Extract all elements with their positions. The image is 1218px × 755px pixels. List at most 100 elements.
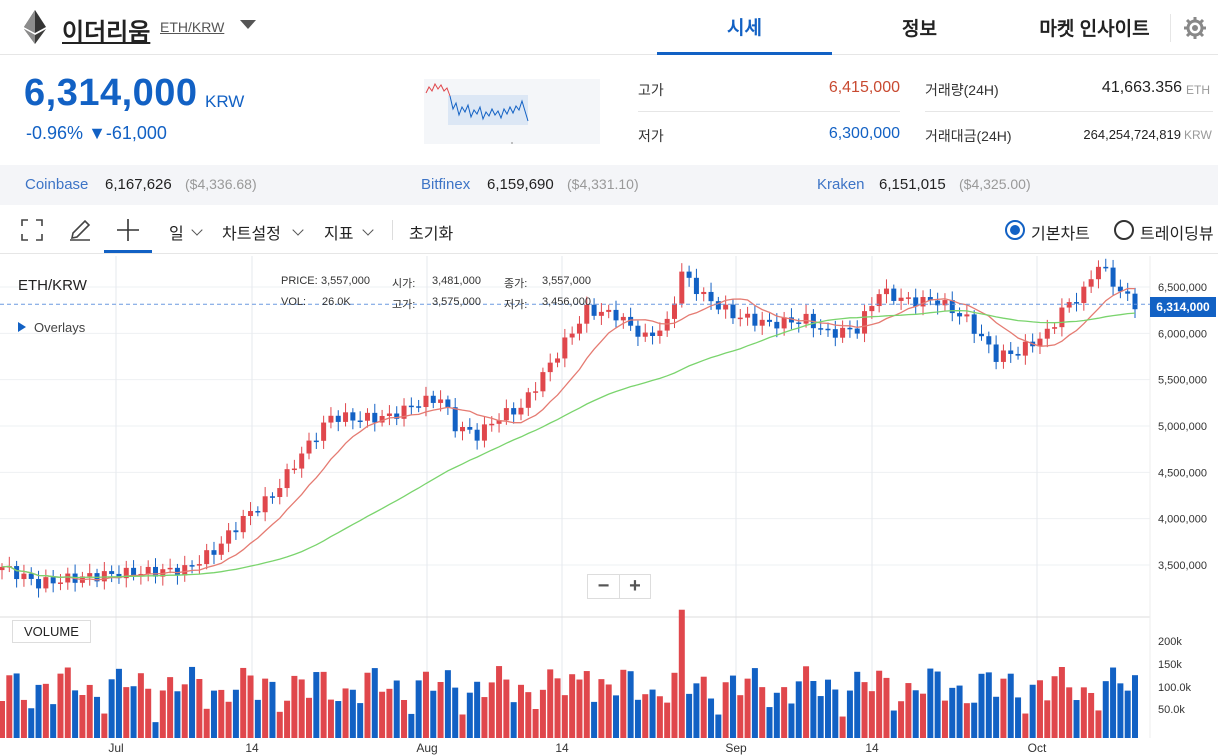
volume-bar [371, 668, 378, 738]
tab-info[interactable]: 정보 [832, 0, 1007, 55]
candle-body [372, 412, 378, 423]
volume-bar [525, 692, 532, 738]
x-tick-label: 14 [245, 741, 259, 755]
volume-bar [474, 681, 481, 738]
volume-bar [547, 669, 554, 738]
reset-button[interactable]: 초기화 [409, 226, 454, 243]
candle-body [1037, 338, 1043, 347]
volume-bar [210, 690, 217, 738]
pencil-icon[interactable] [68, 218, 92, 242]
candle-body [818, 328, 824, 330]
candle-body [131, 567, 137, 576]
zoom-in-button[interactable]: + [618, 575, 650, 598]
exchange-name[interactable]: Kraken [817, 176, 865, 193]
x-tick-label: Aug [416, 741, 437, 755]
volume-bar [218, 689, 225, 738]
candle-body [101, 571, 107, 582]
candle-body [328, 415, 334, 423]
candle-body [803, 313, 809, 324]
volume-bar [291, 675, 298, 738]
volume-bar [1073, 700, 1080, 738]
exchange-name[interactable]: Coinbase [25, 176, 89, 193]
candle-body [869, 306, 875, 312]
candle-body [555, 358, 561, 363]
candle-body [1000, 350, 1006, 362]
volume-bar [298, 679, 305, 738]
volume-bar [912, 690, 919, 738]
candle-body [423, 395, 429, 407]
candle-body [0, 566, 5, 571]
candle-body [942, 300, 948, 306]
candle-body [935, 300, 941, 306]
zoom-out-button[interactable]: − [597, 575, 610, 597]
volume-bar [1051, 676, 1058, 738]
pair-dropdown-caret-icon[interactable] [240, 20, 256, 29]
toolbar-divider [392, 220, 393, 240]
candle-body [737, 317, 743, 320]
exchange-price-bar [0, 165, 1218, 205]
volume-bar [1022, 713, 1029, 738]
volume-bar [444, 670, 451, 738]
exchange-name[interactable]: Bitfinex [421, 176, 471, 193]
candle-body [854, 328, 860, 334]
volume-bar [20, 699, 27, 738]
volume-bar [576, 679, 583, 738]
candle-body [759, 319, 765, 326]
volume-tick-label: 50.0k [1158, 704, 1185, 716]
candle-body [679, 271, 685, 304]
candle-body [635, 325, 641, 337]
volume-bar [803, 666, 810, 738]
candle-body [189, 565, 195, 567]
indicators-menu[interactable]: 지표 [324, 226, 354, 243]
volume-bar [276, 711, 283, 738]
volume-bar [64, 667, 71, 738]
volume-bar [876, 670, 883, 738]
interval-menu[interactable]: 일 [169, 226, 184, 243]
tab-market-insight[interactable]: 마켓 인사이트 [1007, 0, 1182, 55]
volume-bar [386, 688, 393, 738]
candle-body [1125, 291, 1131, 294]
volume-bar [642, 694, 649, 738]
volume-bar [108, 679, 115, 738]
volume-bar [232, 689, 239, 738]
coin-pair[interactable]: ETH/KRW [160, 19, 225, 35]
settings-button[interactable] [1170, 14, 1218, 42]
volume-bar [817, 696, 824, 738]
change-arrow-icon: ▼ [88, 123, 106, 143]
candle-body [438, 399, 444, 403]
overlays-toggle[interactable]: Overlays [18, 320, 85, 335]
volume-tick-label: 150k [1158, 659, 1182, 671]
exchange-price: 6,167,626 [105, 176, 172, 193]
volume-bar [152, 722, 159, 738]
volume-bar [159, 690, 166, 738]
candle-body [1044, 328, 1050, 339]
volume-bar [722, 682, 729, 738]
volume-bar [715, 714, 722, 738]
tradingview-radio[interactable] [1114, 220, 1134, 240]
candle-body [50, 577, 56, 584]
volume-bar [422, 671, 429, 738]
volume-bar [459, 714, 466, 738]
change-amount: -61,000 [105, 123, 167, 143]
coin-name[interactable]: 이더리움 [62, 19, 151, 46]
volume-bar [430, 690, 437, 738]
y-tick-label: 4,000,000 [1158, 514, 1207, 526]
basic-chart-label[interactable]: 기본차트 [1031, 226, 1090, 243]
basic-chart-radio[interactable] [1005, 220, 1025, 240]
volume-bar [649, 689, 656, 738]
tab-price[interactable]: 시세 [657, 0, 832, 55]
volume-bar [868, 691, 875, 738]
fullscreen-icon[interactable] [20, 218, 44, 242]
volume-bar [598, 679, 605, 738]
crosshair-icon[interactable] [116, 218, 140, 242]
tradingview-label[interactable]: 트레이딩뷰 [1140, 226, 1214, 243]
candle-body [540, 372, 546, 392]
chart-settings-menu[interactable]: 차트설정 [222, 226, 281, 243]
volume-bar [167, 677, 174, 738]
candle-body [248, 511, 254, 516]
amount-24h-unit: KRW [1184, 128, 1212, 142]
volume-bar [708, 698, 715, 738]
mini-price-chart [424, 79, 600, 144]
candle-body [1074, 302, 1080, 304]
price-chart[interactable]: 6,500,000 6,000,000 5,500,000 5,000,000 4,50… [0, 256, 1218, 755]
